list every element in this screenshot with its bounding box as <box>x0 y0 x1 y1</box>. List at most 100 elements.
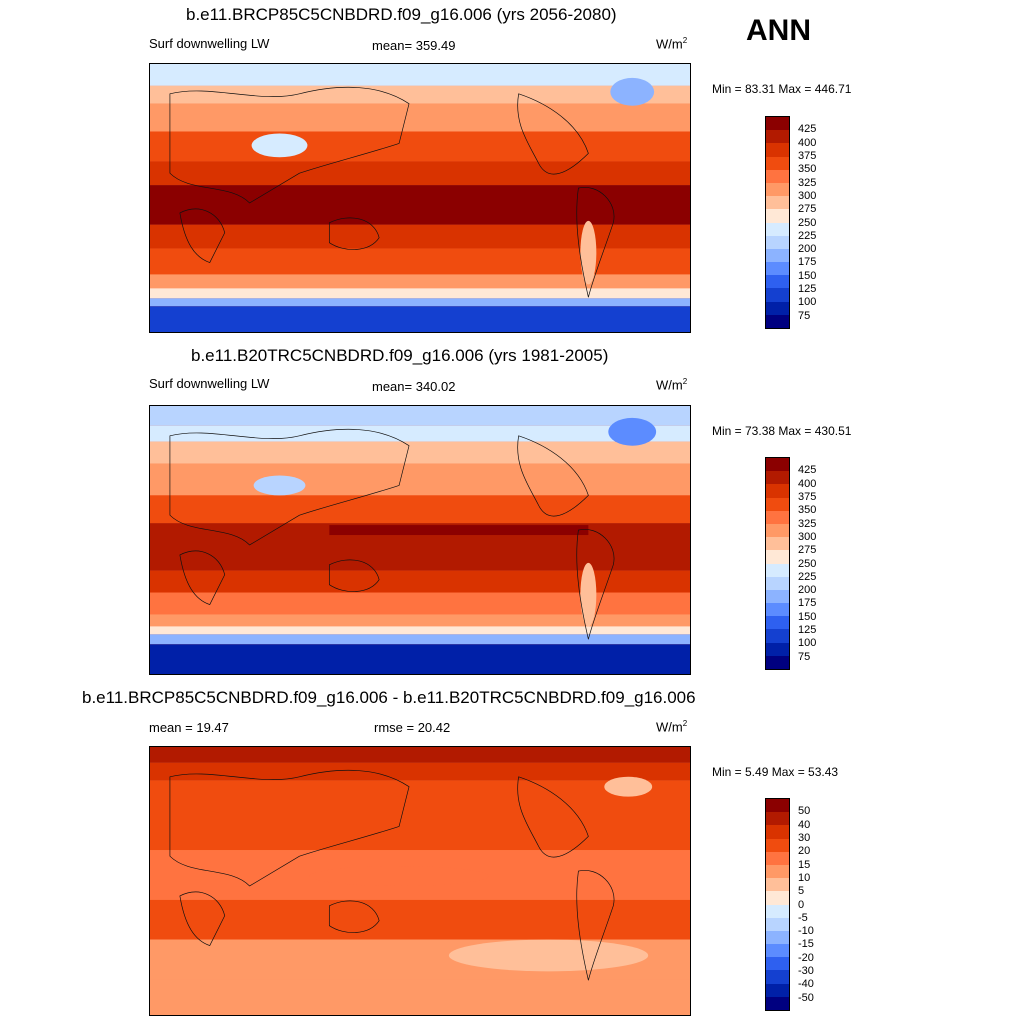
panel-3-units: W/m2 <box>656 719 688 735</box>
colorbar-tick-label: 0 <box>798 898 805 911</box>
colorbar-swatch <box>766 642 789 656</box>
colorbar-swatch <box>766 996 789 1010</box>
colorbar-tick-label: 100 <box>798 296 817 309</box>
colorbar-tick-label: 225 <box>798 229 817 242</box>
panel-3-title: b.e11.BRCP85C5CNBDRD.f09_g16.006 - b.e11… <box>82 688 696 707</box>
colorbar-tick-label: 400 <box>798 136 817 149</box>
panel-1-units: W/m2 <box>656 36 688 52</box>
colorbar-swatch <box>766 904 789 918</box>
colorbar-tick-label: 20 <box>798 845 811 858</box>
colorbar-tick-label: 175 <box>798 597 817 610</box>
colorbar-tick-label: 200 <box>798 243 817 256</box>
colorbar-tick-label: 5 <box>798 885 805 898</box>
colorbar-swatch <box>766 497 789 511</box>
colorbar-tick-label: -40 <box>798 978 814 991</box>
colorbar-swatch <box>766 957 789 971</box>
panel-2-mean-label: mean= 340.02 <box>372 379 456 394</box>
colorbar-tick-label: 350 <box>798 504 817 517</box>
panel-1-minmax: Min = 83.31 Max = 446.71 <box>712 82 852 96</box>
colorbar-swatch <box>766 550 789 564</box>
colorbar-swatch <box>766 891 789 905</box>
colorbar-swatch <box>766 603 789 617</box>
panel-1-variable-label: Surf downwelling LW <box>149 36 270 51</box>
colorbar-tick-label: 75 <box>798 650 811 663</box>
colorbar-swatch <box>766 944 789 958</box>
colorbar-swatch <box>766 563 789 577</box>
colorbar-tick-label: 300 <box>798 189 817 202</box>
colorbar-swatch <box>766 576 789 590</box>
colorbar-swatch <box>766 288 789 302</box>
colorbar-swatch <box>766 812 789 826</box>
colorbar-tick-label: 40 <box>798 818 811 831</box>
colorbar-tick-label: 425 <box>798 464 817 477</box>
colorbar-swatch <box>766 838 789 852</box>
colorbar-tick-label: -5 <box>798 911 808 924</box>
colorbar-tick-label: 375 <box>798 149 817 162</box>
season-label: ANN <box>746 14 811 47</box>
colorbar-tick-label: 175 <box>798 256 817 269</box>
colorbar-tick-label: 150 <box>798 269 817 282</box>
colorbar-tick-label: 125 <box>798 624 817 637</box>
colorbar-tick-label: 225 <box>798 570 817 583</box>
colorbar-tick-label: 275 <box>798 203 817 216</box>
colorbar-tick-label: 75 <box>798 309 811 322</box>
colorbar-tick-label: 30 <box>798 831 811 844</box>
colorbar-swatch <box>766 235 789 249</box>
colorbar-swatch <box>766 510 789 524</box>
colorbar-swatch <box>766 629 789 643</box>
colorbar-swatch <box>766 248 789 263</box>
colorbar-swatch <box>766 484 789 498</box>
panel-2-variable-label: Surf downwelling LW <box>149 376 270 391</box>
colorbar-tick-label: 250 <box>798 557 817 570</box>
colorbar-swatch <box>766 301 789 315</box>
colorbar-swatch <box>766 471 789 485</box>
colorbar-tick-label: -10 <box>798 925 814 938</box>
colorbar-swatch <box>766 182 789 197</box>
colorbar-swatch <box>766 523 789 538</box>
colorbar-swatch <box>766 917 789 931</box>
colorbar-swatch <box>766 130 789 144</box>
colorbar-tick-label: -30 <box>798 965 814 978</box>
colorbar-swatch <box>766 458 789 472</box>
panel-2-minmax: Min = 73.38 Max = 430.51 <box>712 424 852 438</box>
panel-3-rmse-label: rmse = 20.42 <box>374 720 451 735</box>
colorbar-swatch <box>766 117 789 131</box>
colorbar-swatch <box>766 878 789 892</box>
colorbar-swatch <box>766 825 789 839</box>
colorbar-swatch <box>766 589 789 604</box>
colorbar-tick-label: 15 <box>798 858 811 871</box>
colorbar-tick-label: 200 <box>798 584 817 597</box>
panel-2-title: b.e11.B20TRC5CNBDRD.f09_g16.006 (yrs 198… <box>191 346 609 365</box>
colorbar-swatch <box>766 209 789 223</box>
colorbar-tick-label: 375 <box>798 490 817 503</box>
panel-1-title: b.e11.BRCP85C5CNBDRD.f09_g16.006 (yrs 20… <box>186 5 617 24</box>
colorbar-tick-label: 275 <box>798 544 817 557</box>
panel-1-map <box>149 63 691 333</box>
colorbar-swatch <box>766 156 789 170</box>
colorbar-tick-label: 125 <box>798 283 817 296</box>
colorbar-swatch <box>766 970 789 984</box>
colorbar-swatch <box>766 851 789 865</box>
colorbar-tick-label: 50 <box>798 805 811 818</box>
colorbar-tick-label: -20 <box>798 951 814 964</box>
colorbar-swatch <box>766 983 789 997</box>
colorbar-tick-label: 325 <box>798 517 817 530</box>
colorbar-tick-label: 300 <box>798 530 817 543</box>
colorbar-swatch <box>766 169 789 183</box>
colorbar-swatch <box>766 222 789 236</box>
colorbar-tick-label: 350 <box>798 163 817 176</box>
colorbar-tick-label: 250 <box>798 216 817 229</box>
colorbar-swatch <box>766 655 789 669</box>
panel-1-colorbar <box>765 116 790 329</box>
colorbar-swatch <box>766 262 789 276</box>
colorbar-swatch <box>766 314 789 328</box>
colorbar-tick-label: 100 <box>798 637 817 650</box>
panel-3-mean-label: mean = 19.47 <box>149 720 229 735</box>
colorbar-tick-label: 325 <box>798 176 817 189</box>
colorbar-swatch <box>766 864 789 879</box>
colorbar-tick-label: 400 <box>798 477 817 490</box>
panel-2-map <box>149 405 691 675</box>
panel-2-units: W/m2 <box>656 377 688 393</box>
colorbar-tick-label: 10 <box>798 871 811 884</box>
colorbar-tick-label: -50 <box>798 991 814 1004</box>
